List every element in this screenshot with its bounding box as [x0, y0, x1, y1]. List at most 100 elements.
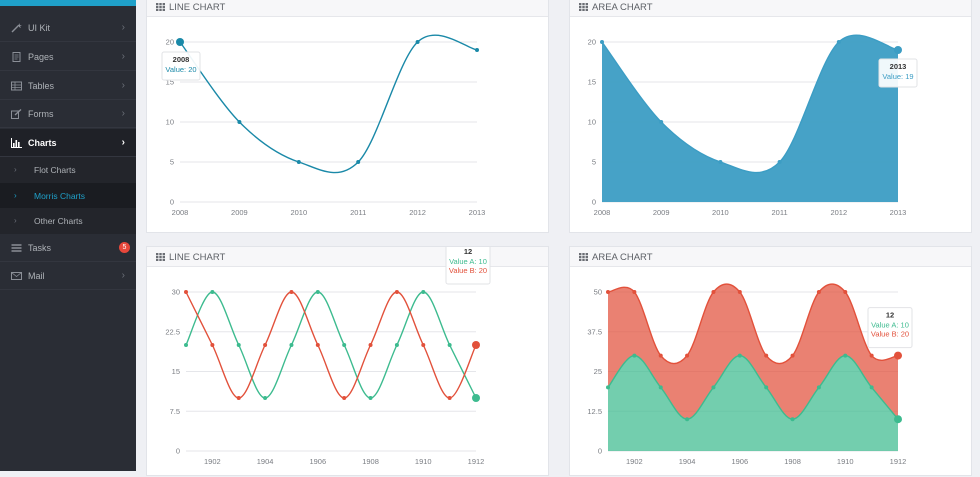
chevron-right-icon: › — [121, 80, 125, 91]
data-point[interactable] — [836, 40, 841, 44]
y-tick-label: 22.5 — [165, 327, 180, 336]
submenu-item-flot-charts[interactable]: › Flot Charts — [0, 157, 136, 183]
data-point[interactable] — [236, 396, 241, 400]
data-point[interactable] — [711, 385, 716, 390]
data-point[interactable] — [632, 353, 637, 358]
data-point[interactable] — [685, 353, 690, 358]
panel-header: AREA CHART — [570, 247, 971, 267]
sidebar-item-ui-kit[interactable]: UI Kit › — [0, 14, 136, 42]
submenu-item-label: Flot Charts — [34, 165, 76, 175]
data-point[interactable] — [843, 290, 848, 294]
data-point[interactable] — [315, 290, 320, 294]
grid-icon — [156, 253, 165, 261]
data-point[interactable] — [816, 290, 821, 294]
series-line — [607, 354, 899, 420]
sidebar-item-forms[interactable]: Forms › — [0, 100, 136, 128]
data-point[interactable] — [315, 343, 320, 347]
data-point[interactable] — [659, 120, 664, 124]
data-point[interactable] — [236, 343, 241, 347]
data-point[interactable] — [472, 394, 480, 402]
sidebar-item-label: Charts — [28, 138, 57, 148]
chevron-right-icon: › — [14, 165, 17, 174]
data-point[interactable] — [210, 290, 215, 294]
data-point[interactable] — [447, 343, 452, 347]
submenu-item-other-charts[interactable]: › Other Charts — [0, 208, 136, 234]
data-point[interactable] — [210, 343, 215, 347]
data-point[interactable] — [368, 343, 373, 347]
hover-tooltip — [161, 51, 201, 81]
bar-chart-icon — [11, 138, 22, 148]
data-point[interactable] — [894, 415, 902, 424]
panel-title: AREA CHART — [592, 2, 653, 13]
data-point[interactable] — [184, 343, 188, 347]
sidebar-item-charts[interactable]: Charts › — [0, 129, 136, 157]
data-point[interactable] — [475, 48, 479, 52]
data-point[interactable] — [447, 396, 452, 400]
x-tick-label: 1908 — [362, 457, 379, 466]
data-point[interactable] — [685, 417, 690, 422]
data-point[interactable] — [777, 160, 782, 164]
sidebar-item-tasks[interactable]: Tasks 5 — [0, 234, 136, 262]
data-point[interactable] — [176, 38, 184, 46]
data-point[interactable] — [237, 120, 242, 124]
data-point[interactable] — [658, 385, 663, 390]
x-tick-label: 1912 — [890, 457, 907, 466]
x-tick-label: 1904 — [679, 457, 696, 466]
data-point[interactable] — [600, 40, 604, 44]
panel-title: LINE CHART — [169, 2, 226, 13]
hover-tooltip — [878, 58, 918, 88]
series-line — [607, 283, 899, 365]
submenu-item-morris-charts[interactable]: › Morris Charts — [0, 183, 136, 209]
data-point[interactable] — [472, 341, 480, 349]
data-point[interactable] — [632, 290, 637, 294]
data-point[interactable] — [394, 290, 399, 294]
data-point[interactable] — [289, 343, 294, 347]
data-point[interactable] — [790, 417, 795, 422]
grid-icon — [156, 3, 165, 11]
series-line — [185, 291, 477, 399]
data-point[interactable] — [718, 160, 723, 164]
chevron-down-icon: › — [121, 137, 125, 148]
sidebar-top-bar — [0, 0, 136, 6]
chevron-right-icon: › — [121, 270, 125, 281]
data-point[interactable] — [415, 40, 420, 44]
data-point[interactable] — [764, 353, 769, 358]
data-point[interactable] — [342, 343, 347, 347]
data-point[interactable] — [263, 343, 268, 347]
data-point[interactable] — [184, 290, 188, 294]
x-tick-label: 1906 — [731, 457, 748, 466]
data-point[interactable] — [843, 353, 848, 358]
data-point[interactable] — [421, 290, 426, 294]
data-point[interactable] — [296, 160, 301, 164]
sidebar-item-pages[interactable]: Pages › — [0, 43, 136, 71]
x-tick-label: 2010 — [290, 208, 307, 217]
data-point[interactable] — [606, 290, 610, 294]
data-point[interactable] — [606, 385, 610, 390]
data-point[interactable] — [816, 385, 821, 390]
data-point[interactable] — [894, 351, 902, 360]
sidebar-item-mail[interactable]: Mail › — [0, 262, 136, 290]
data-point[interactable] — [790, 353, 795, 358]
data-point[interactable] — [289, 290, 294, 294]
data-point[interactable] — [894, 46, 902, 54]
data-point[interactable] — [711, 290, 716, 294]
data-point[interactable] — [869, 353, 874, 358]
data-point[interactable] — [737, 353, 742, 358]
y-tick-label: 5 — [170, 158, 174, 167]
x-tick-label: 1912 — [468, 457, 485, 466]
sidebar-item-tables[interactable]: Tables › — [0, 72, 136, 100]
data-point[interactable] — [764, 385, 769, 390]
data-point[interactable] — [263, 396, 268, 400]
tooltip-title: 2013 — [890, 62, 907, 71]
data-point[interactable] — [869, 385, 874, 390]
y-tick-label: 0 — [592, 198, 596, 207]
y-tick-label: 7.5 — [170, 407, 180, 416]
data-point[interactable] — [394, 343, 399, 347]
data-point[interactable] — [421, 343, 426, 347]
data-point[interactable] — [368, 396, 373, 400]
data-point[interactable] — [356, 160, 361, 164]
data-point[interactable] — [737, 290, 742, 294]
data-point[interactable] — [658, 353, 663, 358]
data-point[interactable] — [342, 396, 347, 400]
